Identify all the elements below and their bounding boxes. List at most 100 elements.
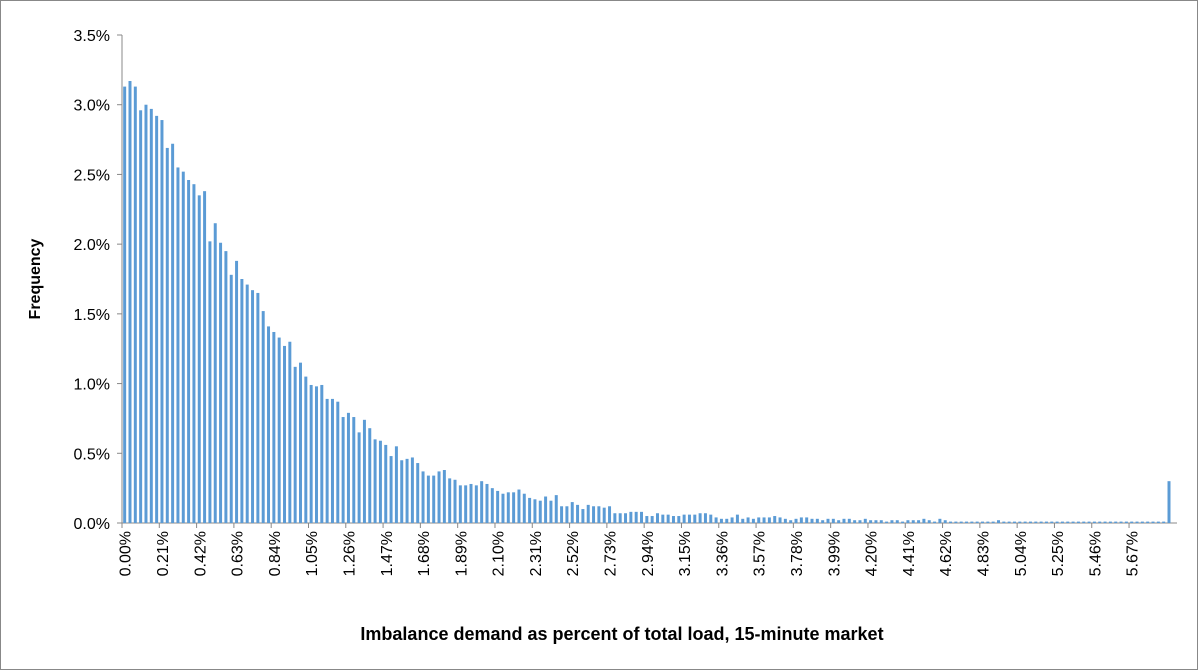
bar: [714, 517, 718, 523]
bar: [416, 463, 420, 523]
bar: [570, 502, 574, 523]
bar: [245, 284, 249, 523]
bar: [778, 517, 782, 523]
bar: [922, 518, 926, 523]
bar: [144, 104, 148, 523]
bar: [991, 521, 995, 523]
bar: [1018, 521, 1022, 523]
bar: [277, 337, 281, 523]
bar: [624, 513, 628, 523]
bar: [911, 520, 915, 523]
bar: [725, 518, 729, 523]
x-tick-label: 1.47%: [379, 531, 396, 576]
bar: [208, 241, 212, 523]
bar: [469, 483, 473, 523]
bar: [432, 475, 436, 523]
bar: [506, 492, 510, 523]
x-tick-label: 1.89%: [453, 531, 470, 576]
bar: [640, 511, 643, 523]
x-tick-label: 5.25%: [1050, 531, 1067, 576]
bar: [805, 517, 809, 523]
bar: [160, 120, 164, 524]
bar: [1098, 521, 1102, 523]
bar: [283, 345, 287, 523]
bar: [1039, 521, 1043, 523]
bar: [400, 460, 404, 523]
bar: [1119, 521, 1123, 523]
bar: [1028, 521, 1032, 523]
bar: [352, 417, 356, 523]
bar: [730, 517, 734, 523]
bar: [517, 489, 521, 523]
bar: [954, 521, 958, 523]
x-tick-label: 0.00%: [118, 531, 135, 576]
bar: [938, 518, 942, 523]
bar: [224, 251, 228, 523]
x-tick-label: 2.10%: [491, 531, 508, 576]
bar: [810, 518, 814, 523]
bar: [362, 419, 366, 523]
bar: [1066, 521, 1070, 523]
bar: [762, 517, 766, 523]
bar: [426, 475, 430, 523]
bar: [656, 513, 659, 523]
y-axis-title: Frequency: [27, 238, 44, 319]
x-tick-label: 4.41%: [901, 531, 918, 576]
bar: [1034, 521, 1038, 523]
bar: [203, 191, 207, 523]
bar: [975, 521, 979, 523]
bar: [906, 520, 910, 523]
bar: [751, 518, 755, 523]
x-tick-label: 1.68%: [416, 531, 433, 576]
x-tick-label: 3.15%: [677, 531, 694, 576]
bar: [288, 341, 292, 523]
x-tick-label: 3.99%: [826, 531, 843, 576]
bar: [490, 488, 494, 523]
bar: [341, 417, 345, 523]
bar: [773, 516, 777, 523]
bar: [1060, 521, 1064, 523]
x-tick-label: 3.78%: [789, 531, 806, 576]
bar: [229, 274, 233, 523]
bar: [437, 471, 441, 523]
y-tick-label: 0.0%: [74, 516, 110, 533]
bar: [384, 444, 388, 523]
bar: [325, 398, 329, 523]
bar: [965, 521, 969, 523]
bar: [853, 520, 857, 523]
x-tick-label: 3.57%: [752, 531, 769, 576]
x-tick-label: 5.67%: [1125, 531, 1142, 576]
bar: [895, 520, 899, 523]
bar: [165, 147, 169, 524]
bar: [949, 521, 953, 523]
bar: [394, 446, 398, 523]
bar: [597, 506, 601, 523]
x-tick-label: 3.36%: [714, 531, 731, 576]
bar: [671, 516, 675, 523]
bar: [629, 511, 633, 523]
bar: [267, 326, 271, 523]
bar: [213, 223, 217, 523]
x-tick-label: 1.26%: [341, 531, 358, 576]
bar: [373, 439, 377, 523]
bar: [139, 110, 143, 523]
bar: [1108, 521, 1112, 523]
bar: [837, 520, 841, 523]
bar: [314, 386, 318, 523]
bar: [1092, 521, 1096, 523]
y-tick-label: 2.0%: [74, 237, 110, 254]
bar: [123, 86, 127, 524]
bar: [826, 518, 830, 523]
bar: [602, 507, 606, 523]
bar: [560, 506, 564, 523]
bar: [309, 384, 313, 523]
y-tick-label: 3.5%: [74, 28, 110, 45]
y-tick-label: 0.5%: [74, 446, 110, 463]
bar: [709, 514, 713, 523]
x-tick-label: 4.20%: [864, 531, 881, 576]
bar: [256, 292, 260, 523]
x-tick-label: 1.05%: [304, 531, 321, 576]
x-tick-label: 0.21%: [155, 531, 172, 576]
bar: [863, 518, 867, 523]
